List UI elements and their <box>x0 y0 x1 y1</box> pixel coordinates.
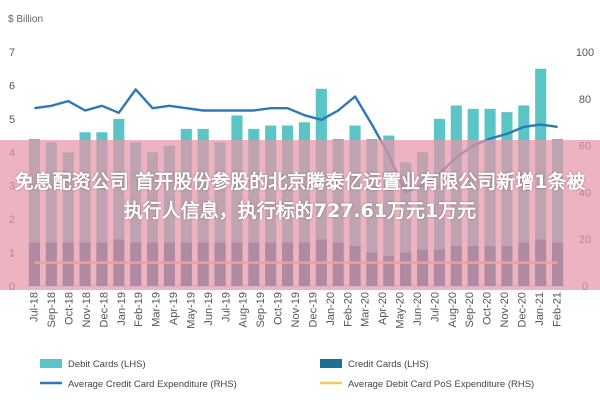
legend-item: Average Credit Card Expenditure (RHS) <box>40 379 237 390</box>
x-tick-label: Dec-18 <box>98 292 110 327</box>
legend: Debit Cards (LHS) Credit Cards (LHS) Avera… <box>40 359 534 390</box>
x-tick-label: Apr-20 <box>377 292 389 325</box>
legend-label: Debit Cards (LHS) <box>68 359 146 370</box>
x-tick-label: Sep-20 <box>464 292 476 327</box>
legend-item: Average Debit Card PoS Expenditure (RHS) <box>320 379 534 390</box>
legend-swatch <box>320 359 342 368</box>
legend-swatch <box>40 359 62 368</box>
x-tick-label: Apr-19 <box>168 292 180 325</box>
x-tick-labels: Jul-18 Sep-18 Oct-18 Nov-18 Dec-18 Jan-19 Feb-… <box>29 292 564 329</box>
left-tick-label: 5 <box>9 114 15 126</box>
x-tick-label: Jul-20 <box>429 292 441 322</box>
x-tick-label: Sep-18 <box>46 292 58 327</box>
x-tick-label: Nov-18 <box>81 292 93 327</box>
x-tick-label: May-20 <box>395 292 407 329</box>
x-tick-label: May-19 <box>186 292 198 329</box>
news-overlay-banner: 免息配资公司 首开股份参股的北京腾泰亿远置业有限公司新增1条被执行人信息，执行标… <box>0 140 600 290</box>
x-tick-label: Feb-21 <box>551 292 563 327</box>
x-tick-label: Dec-20 <box>517 292 529 327</box>
legend-item: Credit Cards (LHS) <box>320 359 429 370</box>
left-tick-label: 7 <box>9 47 15 59</box>
legend-label: Credit Cards (LHS) <box>348 359 429 370</box>
right-tick-label: 80 <box>579 94 591 106</box>
x-tick-label: Oct-18 <box>64 292 76 325</box>
x-tick-label: Mar-20 <box>360 292 372 327</box>
x-tick-label: Jan-19 <box>116 292 128 326</box>
x-tick-label: Nov-19 <box>290 292 302 327</box>
news-headline-text: 免息配资公司 首开股份参股的北京腾泰亿远置业有限公司新增1条被执行人信息，执行标… <box>14 171 586 222</box>
x-tick-label: Aug-19 <box>238 292 250 327</box>
x-tick-label: Feb-19 <box>133 292 145 327</box>
x-tick-label: Aug-20 <box>447 292 459 327</box>
x-tick-label: Mar-19 <box>151 292 163 327</box>
x-tick-label: Jun-20 <box>412 292 424 326</box>
left-tick-label: 6 <box>9 80 15 92</box>
legend-item: Debit Cards (LHS) <box>40 359 146 370</box>
left-axis-unit: $ Billion <box>8 14 43 25</box>
legend-label: Average Debit Card PoS Expenditure (RHS) <box>348 379 534 390</box>
x-tick-label: Sep-19 <box>255 292 267 327</box>
x-tick-label: Jan-21 <box>534 292 546 326</box>
x-tick-label: Oct-19 <box>273 292 285 325</box>
x-tick-label: Feb-20 <box>342 292 354 327</box>
x-tick-label: Jan-20 <box>325 292 337 326</box>
x-tick-label: Oct-20 <box>482 292 494 325</box>
x-tick-label: Nov-20 <box>499 292 511 327</box>
x-tick-label: Dec-19 <box>307 292 319 327</box>
x-tick-label: Jul-18 <box>29 292 41 322</box>
legend-label: Average Credit Card Expenditure (RHS) <box>68 379 237 390</box>
x-tick-label: Jun-19 <box>203 292 215 326</box>
x-tick-label: Jul-19 <box>220 292 232 322</box>
right-tick-label: 100 <box>576 47 594 59</box>
